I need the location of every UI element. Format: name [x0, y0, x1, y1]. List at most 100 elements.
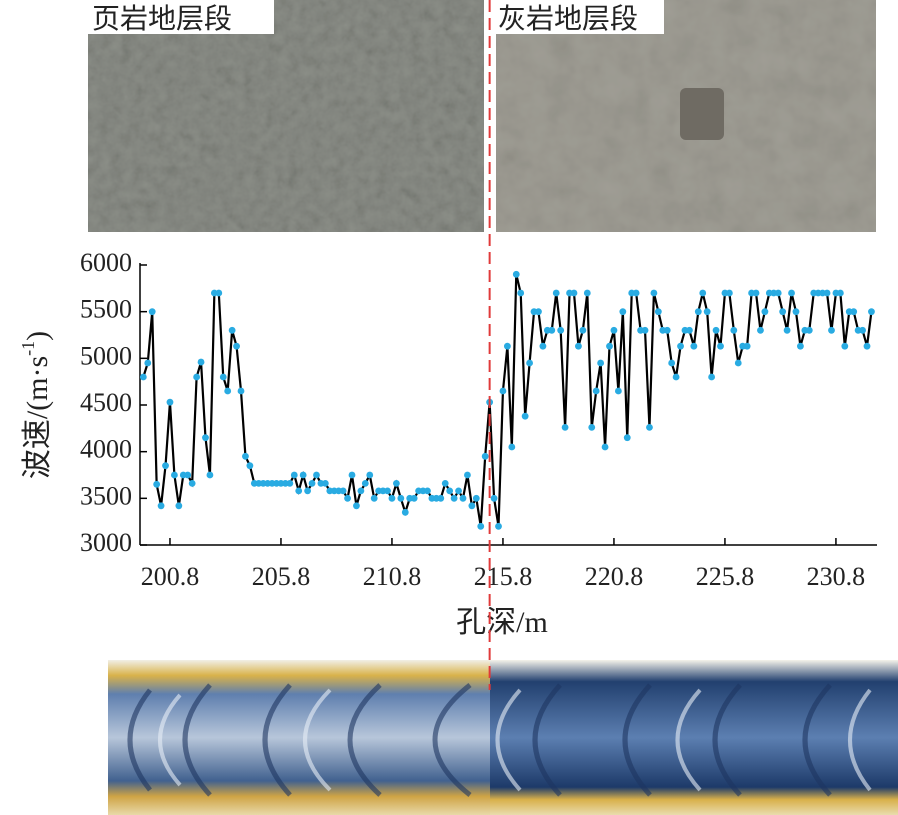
x-tick-label: 230.8: [807, 562, 866, 591]
data-point: [157, 502, 165, 510]
data-point: [788, 289, 795, 297]
data-point: [184, 471, 192, 479]
data-point: [490, 494, 498, 502]
data-point: [295, 487, 303, 495]
data-point: [388, 494, 396, 502]
data-point: [171, 471, 178, 479]
data-point: [841, 342, 849, 350]
data-point: [632, 289, 640, 297]
data-point: [521, 412, 529, 420]
data-point: [503, 342, 511, 350]
data-point: [290, 471, 298, 479]
data-point: [233, 342, 240, 350]
data-point: [690, 342, 698, 350]
data-point: [246, 462, 254, 470]
data-point: [792, 308, 800, 316]
data-point: [539, 342, 547, 350]
data-point: [592, 387, 600, 395]
data-point: [863, 342, 871, 350]
core-left: [108, 660, 490, 815]
data-point: [175, 502, 183, 510]
label-bg: [496, 0, 664, 34]
data-point: [699, 289, 707, 297]
data-point: [228, 326, 236, 334]
data-point: [308, 480, 316, 487]
data-point: [672, 373, 680, 381]
data-point: [215, 289, 223, 297]
data-point: [410, 494, 418, 502]
y-tick-label: 3500: [80, 481, 132, 510]
data-point: [361, 480, 369, 487]
data-point: [601, 443, 609, 451]
data-point: [450, 494, 458, 502]
data-point: [752, 289, 760, 297]
x-tick-label: 215.8: [474, 562, 533, 591]
core-right: [490, 660, 898, 815]
data-point: [162, 462, 169, 470]
data-point: [734, 359, 742, 367]
annotation: 灰岩地层段: [498, 3, 638, 35]
data-point: [299, 471, 307, 479]
data-point: [606, 342, 613, 350]
data-point: [561, 424, 569, 431]
y-tick-label: 4500: [80, 388, 132, 417]
x-tick-label: 225.8: [696, 562, 755, 591]
data-point: [348, 471, 356, 479]
data-point: [828, 326, 835, 334]
data-point: [304, 487, 312, 495]
data-point: [206, 471, 214, 479]
shale-photo: [88, 0, 484, 232]
data-point: [188, 480, 196, 487]
data-point: [148, 308, 156, 316]
x-tick-label: 210.8: [363, 562, 422, 591]
data-point: [224, 387, 232, 395]
data-point: [339, 487, 347, 495]
core-vein: [158, 688, 872, 792]
data-point: [202, 434, 209, 442]
data-point: [144, 359, 152, 367]
data-point: [499, 387, 507, 395]
data-point: [468, 502, 476, 510]
data-point: [535, 308, 542, 316]
data-point: [446, 487, 454, 495]
data-point: [694, 308, 702, 316]
data-point: [321, 480, 329, 487]
data-point: [286, 480, 294, 487]
data-point: [384, 487, 391, 495]
data-point: [654, 308, 662, 316]
data-point: [548, 326, 556, 334]
data-point: [712, 326, 720, 334]
y-tick-label: 5000: [80, 341, 132, 370]
data-point: [517, 289, 525, 297]
data-point: [730, 326, 738, 334]
data-point: [779, 308, 787, 316]
data-point: [650, 289, 658, 297]
data-point: [472, 494, 480, 502]
data-point: [859, 326, 866, 334]
x-tick-label: 220.8: [585, 562, 644, 591]
data-point: [677, 342, 684, 350]
data-point: [459, 494, 467, 502]
x-axis-label: 孔深/m: [456, 606, 548, 639]
data-point: [508, 443, 516, 451]
data-point: [512, 270, 520, 278]
data-point: [783, 326, 791, 334]
data-point: [366, 471, 374, 479]
data-point: [610, 326, 618, 334]
y-tick-label: 5500: [80, 295, 132, 324]
x-tick-label: 200.8: [141, 562, 200, 591]
data-point: [570, 289, 578, 297]
data-point: [717, 342, 724, 350]
data-point: [579, 326, 587, 334]
data-point: [797, 342, 804, 350]
data-point: [242, 452, 249, 460]
y-tick-label: 4000: [80, 435, 132, 464]
data-point: [597, 359, 605, 367]
core-fold: [127, 683, 832, 797]
data-point: [868, 308, 875, 316]
data-point: [437, 494, 445, 502]
data-point: [823, 289, 831, 297]
x-tick-label: 205.8: [252, 562, 311, 591]
data-point: [614, 387, 622, 395]
